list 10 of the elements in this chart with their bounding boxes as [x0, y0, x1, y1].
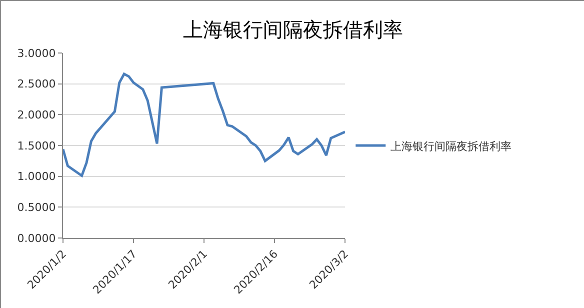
y-tick-label: 2.0000 — [17, 108, 56, 122]
legend-label: 上海银行间隔夜拆借利率 — [390, 140, 512, 153]
y-tick-label: 1.5000 — [17, 139, 56, 152]
y-tick-label: 0.0000 — [17, 232, 56, 245]
y-tick-label: 3.0000 — [17, 46, 56, 60]
chart-title: 上海银行间隔夜拆借利率 — [183, 18, 403, 42]
y-tick-label: 2.5000 — [17, 78, 56, 91]
y-tick-label: 0.5000 — [17, 201, 56, 214]
line-series — [63, 72, 345, 177]
y-tick-label: 1.0000 — [17, 170, 56, 184]
